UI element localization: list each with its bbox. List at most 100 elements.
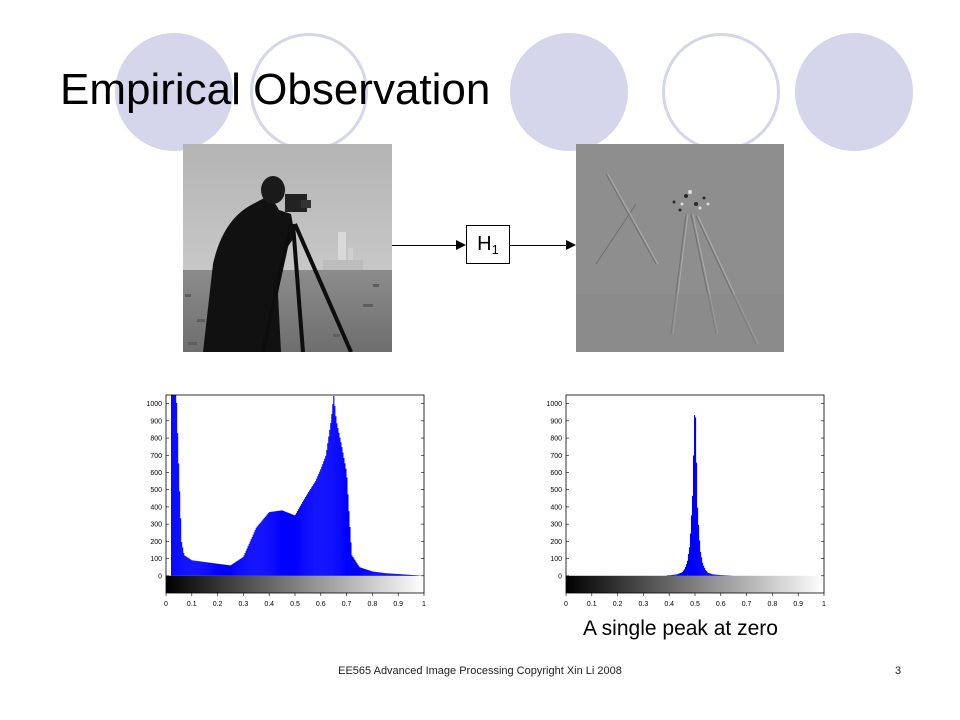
x-tick-label: 0.2 bbox=[213, 601, 223, 608]
histogram-bar bbox=[296, 512, 298, 576]
histogram-bar bbox=[373, 571, 375, 576]
x-tick-label: 1 bbox=[822, 601, 826, 608]
histogram-bar bbox=[232, 563, 234, 576]
histogram-bar bbox=[266, 514, 268, 576]
histogram-bar bbox=[189, 558, 191, 576]
histogram-bar bbox=[402, 574, 404, 576]
histogram-bar bbox=[352, 556, 354, 576]
histogram-bar bbox=[224, 564, 226, 576]
histogram-bar bbox=[312, 485, 314, 576]
histogram-bar bbox=[283, 511, 286, 576]
histogram-bar bbox=[718, 574, 720, 576]
histogram-bar bbox=[286, 512, 289, 576]
histogram-bar bbox=[676, 574, 678, 576]
histogram-bar bbox=[675, 574, 677, 576]
decor-ring-2 bbox=[662, 33, 780, 151]
histogram-bar bbox=[706, 571, 708, 576]
histogram-bar bbox=[412, 575, 415, 576]
histogram-bar bbox=[407, 574, 409, 576]
histogram-bar bbox=[249, 541, 251, 576]
histogram-bar bbox=[385, 573, 387, 576]
y-tick-label: 500 bbox=[550, 487, 562, 494]
histogram-bar bbox=[253, 532, 255, 576]
histogram-bar bbox=[174, 395, 176, 576]
histogram-bar bbox=[341, 447, 343, 576]
histogram-bar bbox=[375, 571, 377, 576]
y-tick-label: 700 bbox=[150, 453, 162, 460]
histogram-bar bbox=[348, 511, 350, 576]
histogram-bar bbox=[394, 573, 396, 576]
histogram-bar bbox=[273, 511, 275, 576]
histogram-bar bbox=[199, 561, 201, 576]
histogram-bar bbox=[715, 574, 717, 576]
histogram-bar bbox=[197, 561, 199, 576]
histogram-bar bbox=[183, 552, 185, 576]
histogram-bar bbox=[291, 514, 294, 576]
arrow-out-line bbox=[510, 245, 566, 246]
histogram-bar bbox=[264, 516, 266, 576]
histogram-bar bbox=[179, 491, 181, 576]
histogram-bar bbox=[378, 572, 380, 576]
x-tick-label: 0.8 bbox=[768, 601, 778, 608]
histogram-bar bbox=[372, 571, 374, 576]
histogram-bar bbox=[332, 404, 334, 576]
histogram-bar bbox=[409, 574, 411, 576]
histogram-bar bbox=[379, 572, 381, 576]
histogram-bar bbox=[202, 561, 204, 576]
y-tick-label: 700 bbox=[550, 453, 562, 460]
histogram-bar bbox=[381, 572, 383, 576]
filter-subscript: 1 bbox=[491, 242, 499, 257]
x-tick-label: 0.7 bbox=[742, 601, 752, 608]
histogram-bar bbox=[371, 571, 373, 576]
histogram-bar bbox=[404, 574, 406, 576]
histogram-bar bbox=[203, 561, 205, 576]
histogram-bar bbox=[413, 575, 416, 576]
histogram-bar bbox=[667, 575, 669, 576]
histogram-bar bbox=[267, 513, 269, 576]
histogram-bar bbox=[686, 560, 689, 576]
histogram-bar bbox=[215, 563, 217, 576]
histogram-bar bbox=[228, 565, 230, 576]
histogram-bar bbox=[217, 563, 219, 576]
histogram-bar bbox=[414, 575, 417, 576]
histogram-bar bbox=[357, 564, 359, 576]
histogram-bar bbox=[326, 450, 328, 576]
histogram-bar bbox=[398, 574, 400, 576]
histogram-bar bbox=[330, 423, 332, 576]
histogram-bar bbox=[270, 511, 272, 576]
y-tick-label: 0 bbox=[158, 573, 162, 580]
histogram-bar bbox=[278, 510, 280, 576]
histogram-bar bbox=[319, 471, 321, 576]
histogram-bar bbox=[261, 520, 263, 576]
histogram-bar bbox=[721, 575, 723, 576]
histogram-bar bbox=[216, 563, 218, 576]
histogram-bar bbox=[306, 495, 308, 576]
histogram-bar bbox=[707, 572, 709, 576]
histogram-bar bbox=[334, 406, 336, 576]
histogram-bar bbox=[236, 561, 238, 576]
histogram-bar bbox=[234, 562, 236, 576]
histogram-bar bbox=[251, 536, 253, 576]
histogram-bar bbox=[231, 564, 233, 576]
histogram-bar bbox=[342, 452, 344, 576]
histogram-bar bbox=[693, 415, 696, 576]
histogram-bar bbox=[362, 568, 364, 576]
x-tick-label: 0.4 bbox=[664, 601, 674, 608]
histogram-bar bbox=[408, 574, 410, 576]
histogram-bar bbox=[310, 488, 312, 576]
histogram-bar bbox=[376, 572, 378, 576]
histogram-bar bbox=[173, 395, 175, 576]
x-tick-label: 0.9 bbox=[393, 601, 403, 608]
histogram-bar bbox=[701, 557, 703, 576]
histogram-bar bbox=[237, 560, 239, 576]
histogram-bar bbox=[321, 466, 323, 576]
histogram-bar bbox=[211, 562, 213, 576]
histogram-bar bbox=[242, 557, 244, 576]
histogram-bar bbox=[391, 573, 393, 576]
histogram-bar bbox=[720, 575, 722, 576]
histogram-bar bbox=[395, 573, 397, 576]
histogram-bar bbox=[269, 511, 271, 576]
histogram-bar bbox=[384, 573, 386, 576]
histogram-bar bbox=[673, 574, 675, 576]
histogram-bar bbox=[227, 565, 229, 576]
